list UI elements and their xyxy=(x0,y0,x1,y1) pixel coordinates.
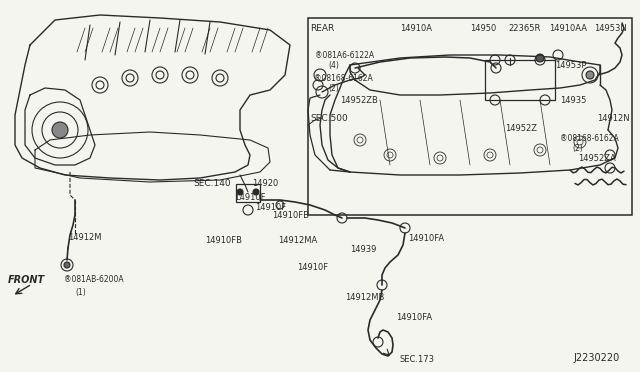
Text: SEC.140: SEC.140 xyxy=(193,179,230,187)
Text: 14910FA: 14910FA xyxy=(396,314,432,323)
Text: (2): (2) xyxy=(572,144,583,153)
Text: SEC.173: SEC.173 xyxy=(400,356,435,365)
Text: 14953P: 14953P xyxy=(555,61,586,70)
Text: 14910A: 14910A xyxy=(400,23,432,32)
Text: 14910F: 14910F xyxy=(255,202,286,212)
Text: 14910AA: 14910AA xyxy=(549,23,587,32)
Text: 14912MA: 14912MA xyxy=(278,235,317,244)
Text: ®081AB-6200A: ®081AB-6200A xyxy=(64,276,124,285)
Text: 22365R: 22365R xyxy=(508,23,540,32)
Text: 14912M: 14912M xyxy=(68,232,102,241)
Circle shape xyxy=(586,71,594,79)
Text: 14912MB: 14912MB xyxy=(345,294,385,302)
Text: SEC.500: SEC.500 xyxy=(310,113,348,122)
Text: REAR: REAR xyxy=(310,23,334,32)
Text: 14939: 14939 xyxy=(350,246,376,254)
Text: FRONT: FRONT xyxy=(8,275,45,285)
Circle shape xyxy=(237,189,243,195)
Text: ®08168-6162A: ®08168-6162A xyxy=(314,74,372,83)
Text: 14935: 14935 xyxy=(560,96,586,105)
Circle shape xyxy=(52,122,68,138)
Text: 14952ZB: 14952ZB xyxy=(340,96,378,105)
Text: 14950: 14950 xyxy=(470,23,496,32)
Circle shape xyxy=(64,262,70,268)
Text: 14912N: 14912N xyxy=(597,113,630,122)
Text: 14920: 14920 xyxy=(252,179,278,187)
Text: 14952Z: 14952Z xyxy=(505,124,537,132)
Text: 14910FA: 14910FA xyxy=(408,234,444,243)
Text: 14952ZA: 14952ZA xyxy=(578,154,616,163)
Circle shape xyxy=(536,54,544,62)
Text: 14910FB: 14910FB xyxy=(272,211,309,219)
Text: L4910F: L4910F xyxy=(235,192,266,202)
Text: 14910F: 14910F xyxy=(297,263,328,273)
Text: 14953N: 14953N xyxy=(594,23,627,32)
Text: ®081A6-6122A: ®081A6-6122A xyxy=(315,51,374,60)
Text: (2): (2) xyxy=(328,83,339,93)
Bar xyxy=(308,18,632,215)
Text: (1): (1) xyxy=(75,288,86,296)
Text: 14910FB: 14910FB xyxy=(205,235,242,244)
Circle shape xyxy=(253,189,259,195)
Text: J2230220: J2230220 xyxy=(573,353,620,363)
Text: (4): (4) xyxy=(328,61,339,70)
Bar xyxy=(236,184,260,202)
Bar xyxy=(485,60,555,100)
Text: ®08168-6162A: ®08168-6162A xyxy=(560,134,619,142)
